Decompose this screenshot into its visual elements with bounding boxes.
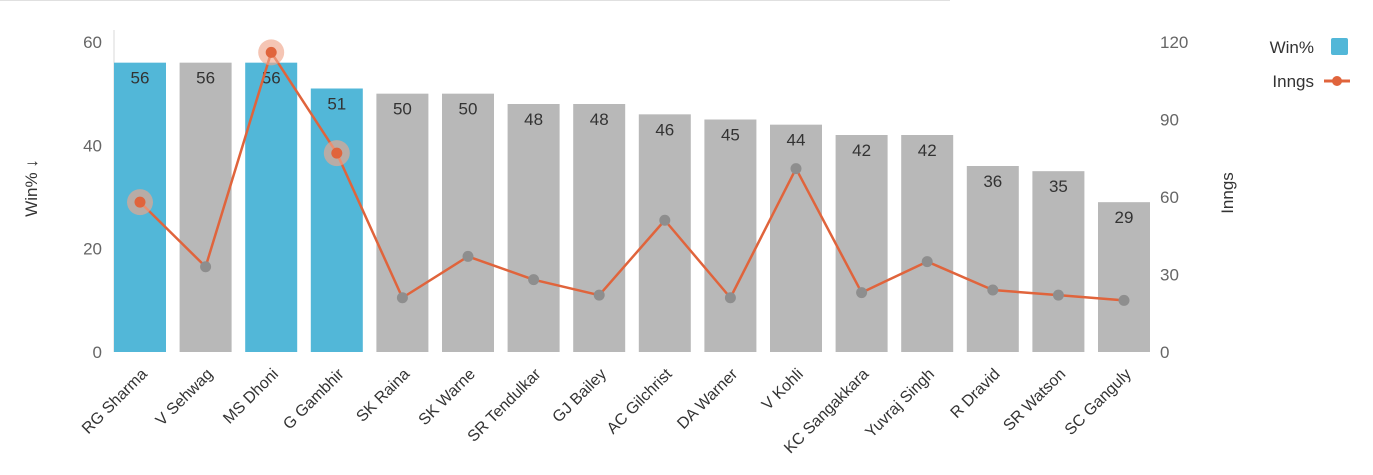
left-axis-title: Win% ↓ bbox=[22, 159, 41, 217]
x-tick-label: SC Ganguly bbox=[1062, 366, 1135, 439]
x-tick-label: V Sehwag bbox=[153, 366, 217, 430]
bar bbox=[1098, 202, 1150, 352]
bar-value-label: 56 bbox=[196, 69, 215, 88]
bar bbox=[638, 114, 691, 352]
bar bbox=[966, 166, 1019, 352]
legend: Win% Inngs bbox=[1270, 38, 1350, 91]
x-tick-label: SK Warne bbox=[416, 366, 479, 429]
bar bbox=[835, 135, 888, 352]
line-point bbox=[987, 284, 999, 296]
bar-value-label: 35 bbox=[1049, 177, 1068, 196]
bar bbox=[573, 104, 626, 352]
x-tick-label: SK Raina bbox=[353, 366, 413, 426]
x-tick-label: R Dravid bbox=[948, 366, 1004, 422]
bar-value-label: 42 bbox=[918, 141, 937, 160]
legend-swatch-win[interactable] bbox=[1331, 38, 1348, 55]
left-tick-label: 0 bbox=[93, 343, 102, 362]
right-tick-label: 90 bbox=[1160, 111, 1179, 130]
line-point bbox=[1052, 289, 1064, 301]
bar-value-label: 29 bbox=[1115, 208, 1134, 227]
line-point bbox=[200, 261, 212, 273]
legend-label-inngs[interactable]: Inngs bbox=[1272, 72, 1314, 91]
right-tick-label: 60 bbox=[1160, 188, 1179, 207]
bar bbox=[901, 135, 954, 352]
bar bbox=[376, 93, 429, 353]
bar bbox=[507, 104, 560, 352]
line-point bbox=[265, 46, 277, 58]
line-point bbox=[790, 163, 802, 175]
line-point bbox=[724, 292, 736, 304]
line-point bbox=[921, 256, 933, 268]
x-tick-label: V Kohli bbox=[759, 366, 807, 414]
bar-value-label: 50 bbox=[393, 100, 412, 119]
bar-value-label: 45 bbox=[721, 126, 740, 145]
bar-value-label: 44 bbox=[787, 131, 806, 150]
top-divider bbox=[0, 0, 950, 1]
left-tick-label: 60 bbox=[83, 33, 102, 52]
legend-label-win[interactable]: Win% bbox=[1270, 38, 1314, 57]
x-tick-label: DA Warner bbox=[674, 365, 741, 432]
line-point bbox=[659, 214, 671, 226]
line-point bbox=[1118, 294, 1130, 306]
line-point bbox=[396, 292, 408, 304]
left-tick-label: 20 bbox=[83, 240, 102, 259]
line-point bbox=[593, 289, 605, 301]
bar-value-label: 51 bbox=[327, 95, 346, 114]
x-tick-label: SR Watson bbox=[1000, 366, 1069, 435]
left-y-axis: 0 20 40 60 bbox=[83, 33, 102, 362]
right-tick-label: 30 bbox=[1160, 266, 1179, 285]
line-point bbox=[856, 287, 868, 299]
bar bbox=[245, 62, 298, 353]
bar bbox=[310, 88, 363, 352]
line-point bbox=[528, 274, 540, 286]
left-tick-label: 40 bbox=[83, 136, 102, 155]
bar-value-label: 42 bbox=[852, 141, 871, 160]
x-tick-label: MS Dhoni bbox=[220, 366, 282, 428]
x-tick-label: Yuvraj Singh bbox=[862, 366, 938, 442]
line-series bbox=[127, 39, 1130, 306]
bar-value-label: 56 bbox=[262, 69, 281, 88]
line-point bbox=[331, 147, 343, 159]
bar bbox=[1032, 171, 1085, 352]
bar-value-label: 56 bbox=[131, 69, 150, 88]
right-y-axis: 0 30 60 90 120 bbox=[1160, 33, 1188, 362]
bar bbox=[704, 119, 757, 352]
bar bbox=[770, 124, 822, 353]
bar-value-label: 48 bbox=[590, 110, 609, 129]
bar-value-label: 46 bbox=[655, 120, 674, 139]
x-tick-label: G Gambhir bbox=[280, 365, 348, 433]
bars-series: 56 56 56 51 50 50 48 48 46 45 44 42 42 36 35 29 bbox=[114, 62, 1150, 353]
bar-value-label: 48 bbox=[524, 110, 543, 129]
inngs-line bbox=[139, 51, 1125, 302]
x-tick-label: GJ Bailey bbox=[550, 366, 610, 426]
bar-value-label: 50 bbox=[459, 100, 478, 119]
bar bbox=[442, 93, 494, 353]
x-tick-label: AC Gilchrist bbox=[604, 365, 676, 437]
legend-swatch-inngs-dot[interactable] bbox=[1332, 76, 1342, 86]
line-point bbox=[462, 250, 474, 262]
bar-value-label: 36 bbox=[983, 172, 1002, 191]
right-tick-label: 0 bbox=[1160, 343, 1169, 362]
right-axis-title: Inngs bbox=[1218, 172, 1237, 214]
x-tick-label: RG Sharma bbox=[79, 366, 151, 438]
right-tick-label: 120 bbox=[1160, 33, 1188, 52]
line-point bbox=[134, 196, 146, 208]
